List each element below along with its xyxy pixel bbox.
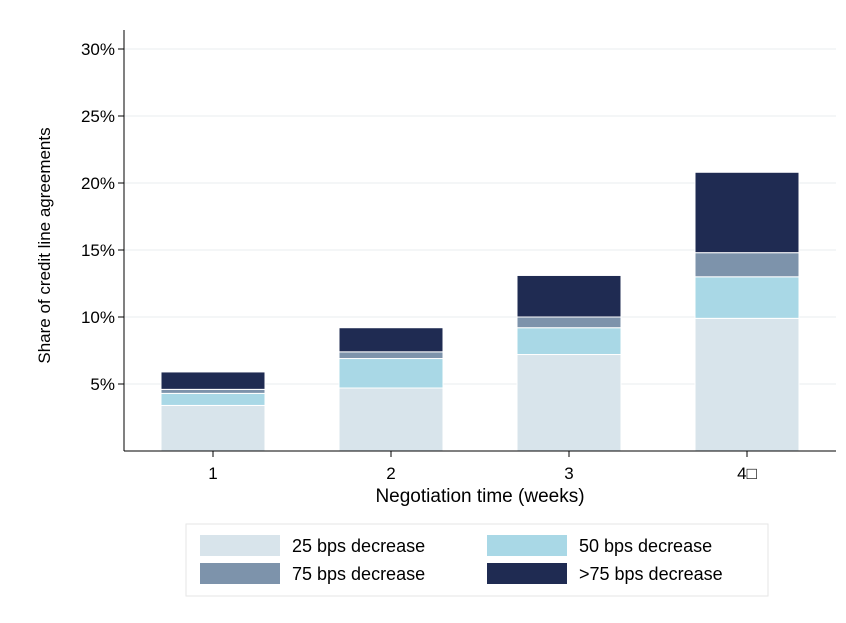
legend-frame xyxy=(185,523,769,597)
y-tick-label: 25% xyxy=(81,107,115,126)
y-tick-label: 5% xyxy=(90,375,115,394)
x-tick-label: 4□ xyxy=(737,464,757,483)
bar-segment xyxy=(516,354,622,452)
axes xyxy=(123,30,836,452)
legend-swatch xyxy=(487,563,567,584)
x-tick-label: 1 xyxy=(208,464,217,483)
bar-segment xyxy=(160,371,266,390)
bar-segment xyxy=(160,404,266,452)
bar-segment xyxy=(338,387,444,452)
tick-labels: 5% 10% 15% 20% 25% 30% 1 2 3 4□ xyxy=(81,40,757,483)
legend-swatch xyxy=(200,535,280,556)
legend: 25 bps decrease 50 bps decrease 75 bps dec… xyxy=(185,523,769,597)
bar-segment xyxy=(516,274,622,318)
y-tick-label: 15% xyxy=(81,241,115,260)
bar-segment xyxy=(516,316,622,329)
bar-segment xyxy=(694,317,800,452)
y-axis-label: Share of credit line agreements xyxy=(35,127,54,363)
x-axis-label: Negotiation time (weeks) xyxy=(375,486,584,507)
bar-segment xyxy=(338,358,444,389)
bar-segment xyxy=(160,388,266,394)
legend-label: 75 bps decrease xyxy=(292,564,425,584)
legend-swatch xyxy=(200,563,280,584)
y-tick-label: 30% xyxy=(81,40,115,59)
bar-segment xyxy=(338,327,444,353)
x-tick-label: 2 xyxy=(386,464,395,483)
bar-segment xyxy=(694,171,800,254)
bar-segment xyxy=(694,252,800,278)
bar-segment xyxy=(338,351,444,360)
legend-label: 25 bps decrease xyxy=(292,536,425,556)
y-tick-label: 10% xyxy=(81,308,115,327)
bar-segment xyxy=(694,276,800,319)
bar-segment xyxy=(160,392,266,406)
bars xyxy=(160,171,800,452)
legend-label: >75 bps decrease xyxy=(579,564,723,584)
bar-segment xyxy=(516,327,622,356)
legend-label: 50 bps decrease xyxy=(579,536,712,556)
x-tick-label: 3 xyxy=(564,464,573,483)
y-tick-label: 20% xyxy=(81,174,115,193)
legend-swatch xyxy=(487,535,567,556)
